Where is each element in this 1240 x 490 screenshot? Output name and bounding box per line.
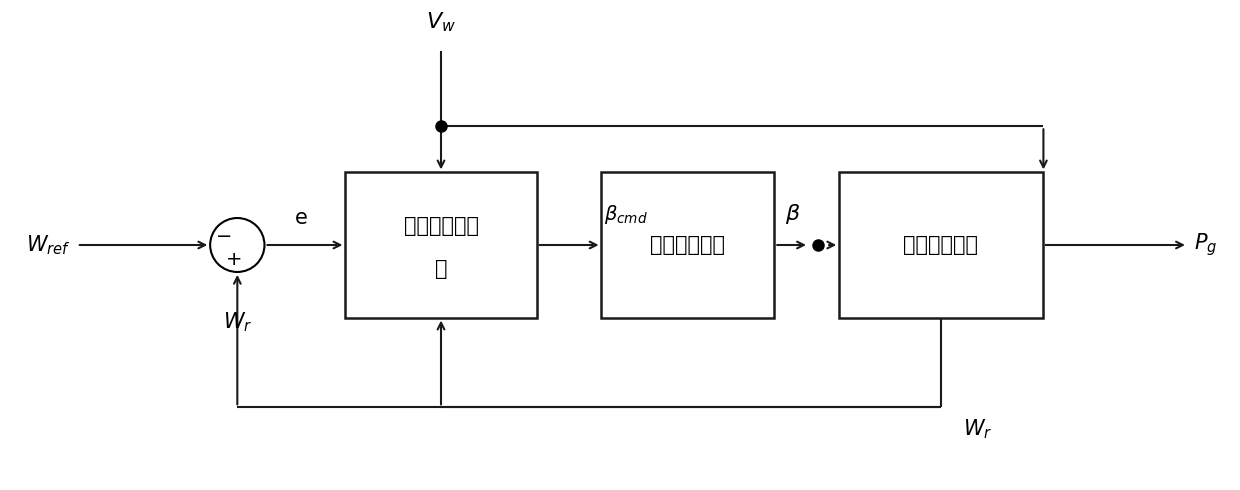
Bar	[345, 172, 537, 318]
Text: $\beta_{cmd}$: $\beta_{cmd}$	[604, 203, 649, 225]
Text: $W_r$: $W_r$	[963, 417, 993, 441]
Text: 统: 统	[435, 259, 448, 279]
Text: 液压伺服系统: 液压伺服系统	[651, 235, 725, 255]
Bar	[839, 172, 1043, 318]
Text: $W_r$: $W_r$	[223, 311, 252, 334]
Text: e: e	[295, 208, 309, 228]
Text: 桨距角控制系: 桨距角控制系	[403, 216, 479, 236]
Text: $P_g$: $P_g$	[1194, 232, 1218, 258]
Text: $W_{ref}$: $W_{ref}$	[26, 233, 71, 257]
Bar	[601, 172, 774, 318]
Text: +: +	[227, 250, 243, 270]
Text: 风机与发电机: 风机与发电机	[904, 235, 978, 255]
Text: $V_w$: $V_w$	[427, 11, 456, 34]
Text: −: −	[216, 227, 232, 246]
Text: $\beta$: $\beta$	[785, 201, 801, 225]
